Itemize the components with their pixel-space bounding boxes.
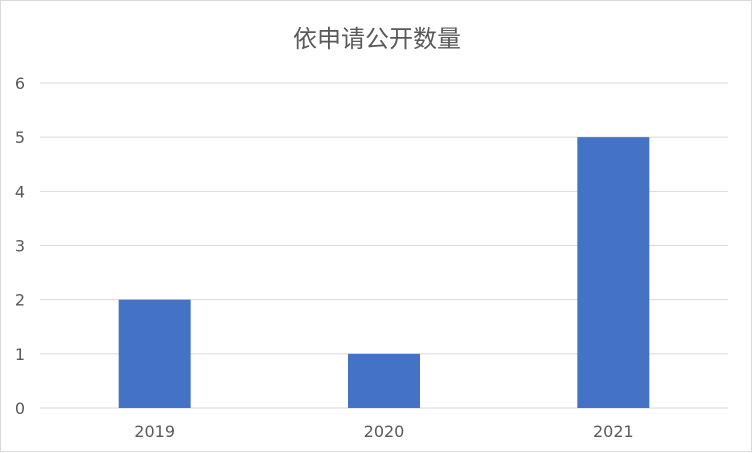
y-tick-label: 5 xyxy=(15,128,25,147)
x-tick-label: 2019 xyxy=(134,422,175,441)
bar-2019 xyxy=(118,299,191,408)
y-tick-label: 4 xyxy=(15,182,25,201)
y-tick-label: 3 xyxy=(15,237,25,256)
y-tick-label: 2 xyxy=(15,291,25,310)
x-tick-label: 2020 xyxy=(364,422,405,441)
chart-title: 依申请公开数量 xyxy=(293,25,461,53)
bar-2021 xyxy=(577,137,650,408)
y-tick-label: 0 xyxy=(15,399,25,418)
x-tick-label: 2021 xyxy=(593,422,634,441)
y-tick-label: 6 xyxy=(15,74,25,93)
bar-2020 xyxy=(348,353,420,408)
y-tick-label: 1 xyxy=(15,345,25,364)
